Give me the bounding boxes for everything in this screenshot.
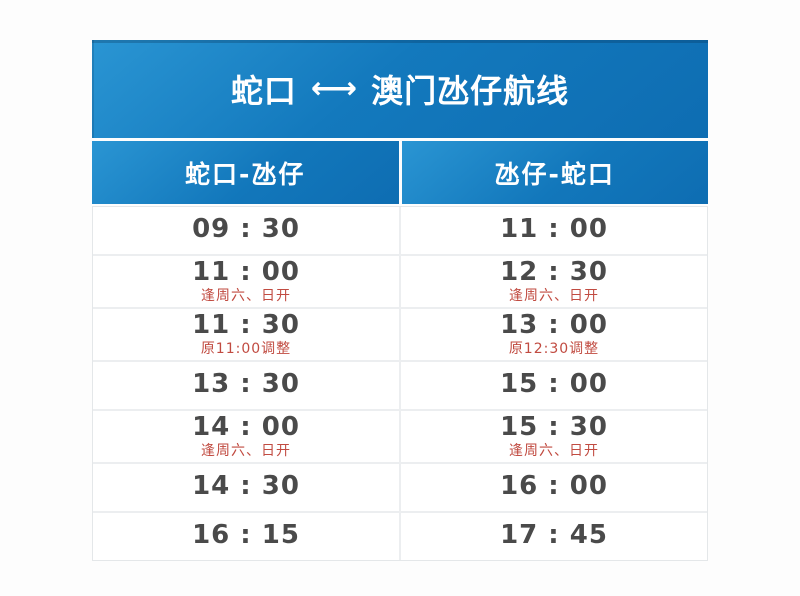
time-cell-right: 15 : 30 逢周六、日开 (399, 410, 707, 462)
time-text: 13 : 30 (192, 369, 300, 400)
table-row: 09 : 30 11 : 00 (93, 207, 707, 254)
time-text: 12 : 30 (500, 257, 608, 287)
column-header-row: 蛇口-氹仔 氹仔-蛇口 (92, 141, 708, 204)
time-cell-left: 14 : 00 逢周六、日开 (93, 411, 399, 462)
note-text: 原11:00调整 (200, 340, 292, 357)
time-text: 17 : 45 (500, 520, 608, 550)
ferry-schedule-card: 蛇口 ←→ 澳门氹仔航线 蛇口-氹仔 氹仔-蛇口 09 : 30 11 : 00… (92, 40, 708, 561)
table-row: 14 : 00 逢周六、日开 15 : 30 逢周六、日开 (93, 408, 707, 462)
note-text: 逢周六、日开 (201, 287, 291, 304)
time-cell-left: 11 : 00 逢周六、日开 (93, 256, 399, 307)
table-row: 16 : 15 17 : 45 (93, 510, 707, 560)
time-cell-right: 12 : 30 逢周六、日开 (399, 256, 707, 307)
time-cell-right: 15 : 00 (399, 361, 707, 409)
time-text: 09 : 30 (192, 214, 300, 245)
time-text: 15 : 30 (500, 411, 608, 442)
note-text: 逢周六、日开 (509, 287, 599, 304)
time-text: 14 : 00 (192, 411, 300, 442)
column-header-taipa-shekou: 氹仔-蛇口 (401, 141, 708, 204)
note-text: 逢周六、日开 (201, 442, 291, 459)
time-text: 13 : 00 (500, 309, 608, 340)
time-cell-left: 13 : 30 (93, 362, 399, 409)
double-arrow-icon: ←→ (310, 70, 357, 106)
route-title-origin: 蛇口 (230, 72, 297, 110)
time-text: 11 : 30 (192, 309, 300, 340)
time-text: 15 : 00 (500, 369, 608, 400)
time-cell-left: 16 : 15 (93, 513, 399, 560)
table-row: 13 : 30 15 : 00 (93, 359, 707, 409)
time-text: 11 : 00 (500, 214, 608, 245)
time-text: 14 : 30 (192, 471, 300, 501)
time-cell-left: 14 : 30 (93, 464, 399, 511)
time-cell-left: 09 : 30 (93, 207, 399, 254)
time-cell-right: 16 : 00 (399, 463, 707, 511)
table-row: 11 : 30 原11:00调整 13 : 00 原12:30调整 (93, 306, 707, 360)
timetable-body: 09 : 30 11 : 00 11 : 00 逢周六、日开 12 : 30 逢… (92, 206, 708, 561)
time-text: 16 : 00 (500, 471, 608, 501)
note-text: 原12:30调整 (508, 340, 600, 357)
time-cell-right: 11 : 00 (399, 207, 707, 254)
column-header-shekou-taipa: 蛇口-氹仔 (92, 141, 399, 204)
time-text: 11 : 00 (192, 257, 300, 287)
time-cell-left: 11 : 30 原11:00调整 (93, 309, 399, 360)
table-row: 11 : 00 逢周六、日开 12 : 30 逢周六、日开 (93, 254, 707, 307)
route-title-destination: 澳门氹仔航线 (371, 72, 570, 110)
time-cell-right: 17 : 45 (399, 512, 707, 560)
route-title-bar: 蛇口 ←→ 澳门氹仔航线 (92, 40, 708, 138)
note-text: 逢周六、日开 (509, 442, 599, 459)
time-text: 16 : 15 (192, 520, 300, 550)
time-cell-right: 13 : 00 原12:30调整 (399, 308, 707, 360)
table-row: 14 : 30 16 : 00 (93, 461, 707, 511)
